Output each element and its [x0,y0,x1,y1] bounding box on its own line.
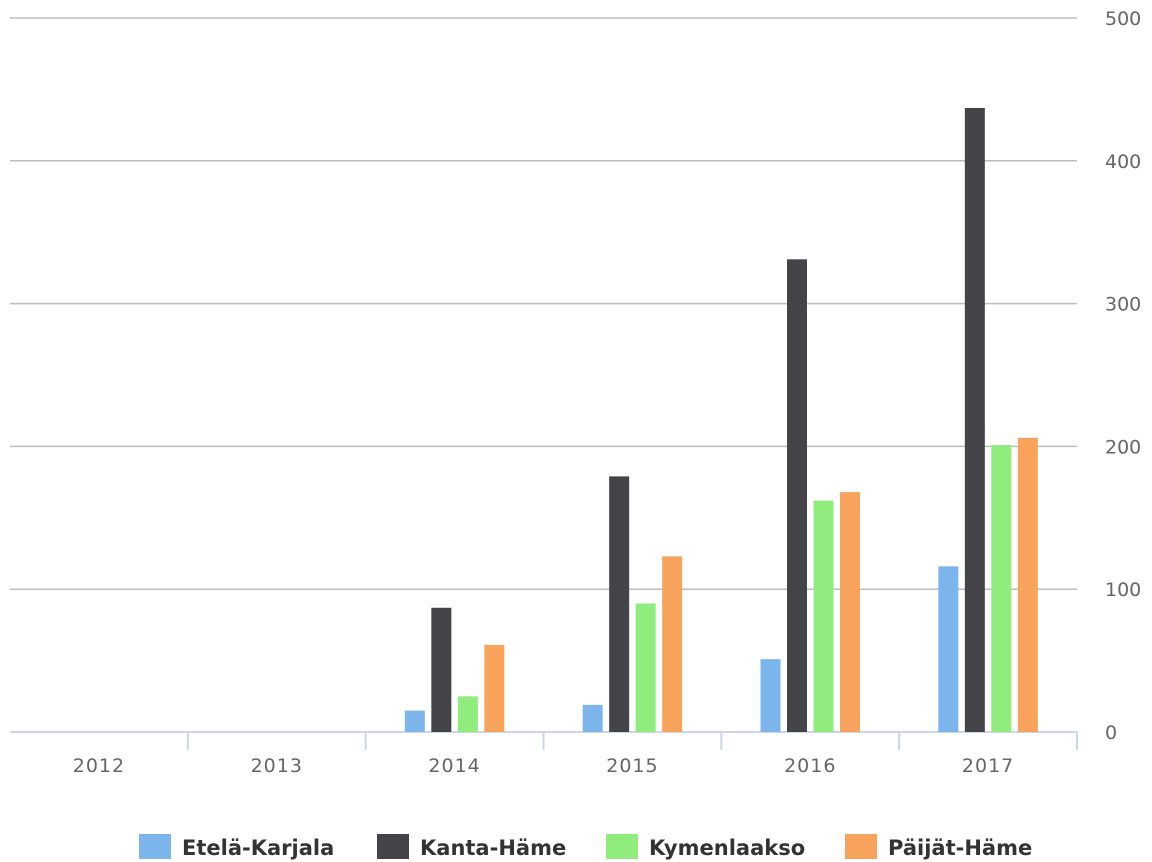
legend-item[interactable]: Kanta-Häme [377,834,566,860]
x-tick-label: 2013 [251,755,303,777]
y-axis-ticks: 0 100 200 300 400 500 [1105,8,1141,744]
grid-lines [10,17,1077,590]
bar[interactable] [813,500,834,732]
x-tick-label: 2017 [962,755,1014,777]
bar[interactable] [404,710,425,732]
x-axis [10,731,1078,750]
bar[interactable] [431,607,452,732]
bar[interactable] [787,259,807,732]
bar[interactable] [938,566,959,732]
bar[interactable] [484,644,505,732]
y-tick-label: 300 [1105,294,1141,316]
y-tick-label: 0 [1105,722,1117,744]
legend-label: Päijät-Häme [888,836,1032,860]
bar[interactable] [991,444,1012,732]
bar[interactable] [964,107,985,733]
legend-item[interactable]: Päijät-Häme [845,834,1032,860]
bar[interactable] [457,696,478,732]
bars [404,107,1038,733]
legend-swatch [377,834,409,859]
bar[interactable] [1017,437,1038,732]
legend[interactable]: Etelä-Karjala Kanta-Häme Kymenlaakso Päijät… [139,834,1032,860]
x-tick-label: 2012 [73,755,125,777]
y-tick-label: 200 [1105,436,1141,458]
legend-swatch [139,834,171,859]
bar[interactable] [635,603,656,732]
x-axis-ticks: 2012 2013 2014 2015 2016 2017 [73,755,1014,777]
bar[interactable] [582,704,603,732]
x-tick-label: 2015 [606,755,658,777]
bar[interactable] [760,659,781,732]
legend-label: Kymenlaakso [649,836,805,860]
y-tick-label: 100 [1105,579,1141,601]
y-tick-label: 500 [1105,8,1141,30]
legend-swatch [606,834,638,859]
bar[interactable] [609,476,630,732]
x-tick-label: 2016 [784,755,836,777]
x-tick-label: 2014 [428,755,480,777]
bar[interactable] [662,556,683,732]
legend-item[interactable]: Etelä-Karjala [139,834,334,860]
legend-label: Kanta-Häme [420,836,566,860]
legend-swatch [845,834,877,859]
legend-label: Etelä-Karjala [182,836,334,860]
bar[interactable] [840,492,860,732]
y-tick-label: 400 [1105,151,1141,173]
legend-item[interactable]: Kymenlaakso [606,834,805,860]
